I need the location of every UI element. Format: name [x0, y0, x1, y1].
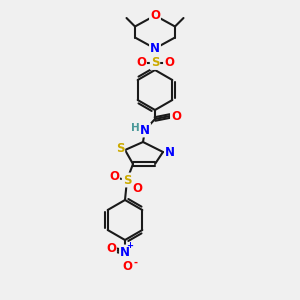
Text: -: -: [133, 258, 137, 268]
Text: S: S: [151, 56, 159, 69]
Text: N: N: [120, 245, 130, 259]
Text: O: O: [171, 110, 181, 122]
Text: N: N: [140, 124, 150, 136]
Text: O: O: [109, 170, 119, 184]
Text: N: N: [150, 42, 160, 55]
Text: +: +: [127, 242, 134, 250]
Text: S: S: [123, 173, 131, 187]
Text: S: S: [116, 142, 124, 154]
Text: O: O: [132, 182, 142, 194]
Text: O: O: [106, 242, 116, 256]
Text: N: N: [165, 146, 175, 158]
Text: H: H: [130, 123, 140, 133]
Text: O: O: [164, 56, 174, 69]
Text: O: O: [122, 260, 132, 272]
Text: O: O: [150, 9, 160, 22]
Text: O: O: [136, 56, 146, 69]
